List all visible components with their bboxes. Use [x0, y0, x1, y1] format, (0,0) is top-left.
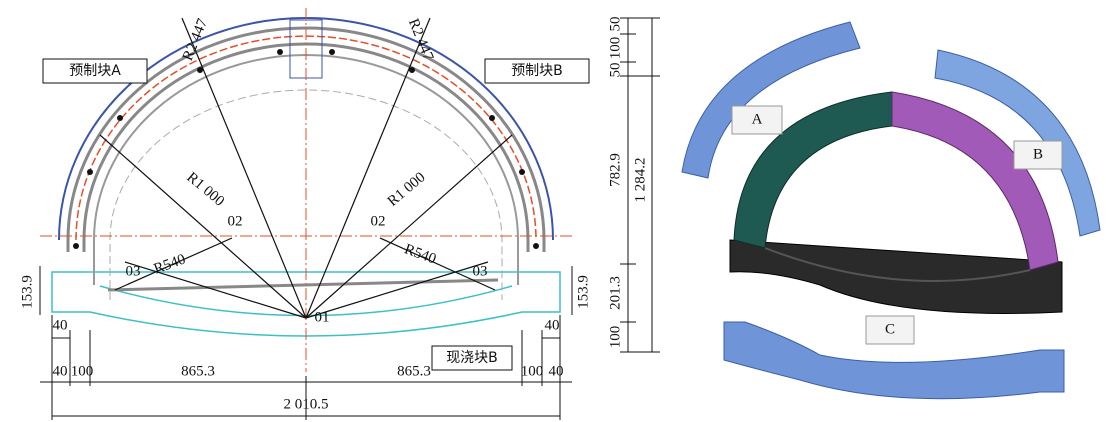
center-label: 01	[315, 309, 330, 325]
center-label: 03	[473, 263, 488, 279]
part-label: C	[885, 321, 895, 337]
dimension: 153.9	[19, 275, 35, 309]
dimension: 865.3	[181, 363, 215, 379]
radius-label: R2 447	[405, 17, 436, 64]
invert-line	[108, 280, 498, 290]
center-label: 02	[371, 213, 386, 229]
base-block	[730, 240, 1062, 313]
radius-label: R1 000	[385, 169, 429, 209]
label: 预制块B	[511, 63, 563, 79]
dimension: 40	[53, 317, 68, 333]
dimension: 100	[607, 326, 623, 349]
part-label: A	[752, 111, 763, 127]
part-label: B	[1033, 146, 1043, 162]
dimension: 40	[53, 363, 68, 379]
cross-section: 预制块A 预制块B 现浇块B R2 447 R2 447 R1 000 R1 0…	[40, 8, 589, 372]
dimension: 782.9	[607, 153, 623, 187]
radius-label: R540	[152, 251, 188, 277]
label: 预制块A	[69, 63, 121, 79]
radius-label: R540	[402, 241, 438, 267]
center-label: 03	[126, 263, 141, 279]
dimension: 1 284.2	[632, 158, 648, 203]
radius-label: R1 000	[183, 169, 227, 209]
dimension: 40	[545, 317, 560, 333]
drawing: 预制块A 预制块B 现浇块B R2 447 R2 447 R1 000 R1 0…	[0, 0, 1106, 422]
dimension: 2 010.5	[284, 396, 329, 412]
dimension: 865.3	[397, 363, 431, 379]
dimension: 100	[607, 37, 623, 60]
dimension: 153.9	[575, 275, 591, 309]
dimension: 201.3	[607, 276, 623, 310]
label: 现浇块B	[446, 350, 498, 366]
dimension: 50	[607, 17, 623, 32]
dimension: 100	[521, 363, 544, 379]
model: A B C	[682, 22, 1100, 399]
dimension: 100	[71, 363, 94, 379]
dimension: 50	[607, 63, 623, 78]
dimension: 40	[549, 363, 564, 379]
center-label: 02	[228, 213, 243, 229]
